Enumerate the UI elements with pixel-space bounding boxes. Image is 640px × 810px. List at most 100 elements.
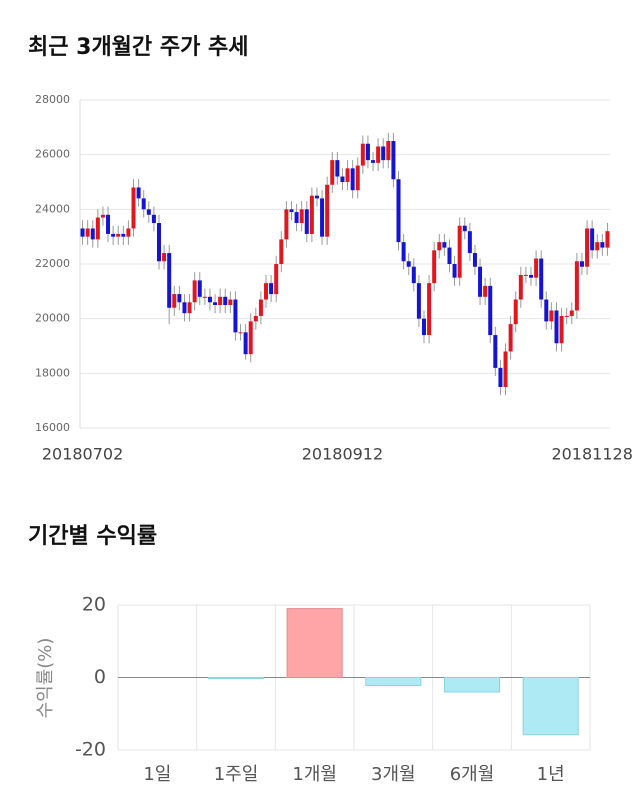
candle-body: [264, 283, 269, 300]
candle-body: [569, 310, 574, 316]
candle-body: [156, 223, 161, 262]
candle-body: [207, 296, 212, 303]
chart-title: 기간별 수익률: [28, 524, 157, 549]
y-tick-label: 0: [94, 666, 106, 688]
candle-body: [483, 285, 488, 297]
y-tick-label: 18000: [35, 366, 70, 379]
candle-body: [549, 310, 554, 322]
candle-body: [421, 318, 426, 336]
candle-body: [187, 302, 192, 314]
y-tick-label: 20: [82, 594, 106, 616]
candle-body: [320, 198, 325, 237]
candle-body: [309, 195, 314, 234]
candle-body: [197, 280, 202, 297]
x-tick-label: 20180702: [42, 445, 123, 464]
candle-body: [442, 242, 447, 248]
candle-body: [503, 351, 508, 387]
candle-body: [172, 294, 177, 308]
candle-body: [279, 239, 284, 264]
x-tick-label: 20180912: [302, 445, 383, 464]
bar: [522, 677, 579, 736]
candle-body: [416, 283, 421, 319]
candle-body: [126, 228, 131, 237]
candle-body: [432, 250, 437, 284]
candle-body: [447, 247, 452, 264]
candle-body: [590, 228, 595, 251]
candle-body: [523, 274, 528, 276]
candle-body: [274, 264, 279, 295]
y-tick-label: 20000: [35, 312, 70, 325]
x-tick-label: 20181128: [551, 445, 632, 464]
candle-body: [585, 228, 590, 267]
x-tick-label: 1개월: [292, 764, 337, 785]
candle-body: [248, 321, 253, 355]
candle-body: [595, 242, 600, 251]
candle-body: [360, 143, 365, 166]
candle-body: [228, 299, 233, 305]
candle-body: [401, 242, 406, 262]
candle-body: [498, 367, 503, 387]
y-tick-label: 22000: [35, 257, 70, 270]
candle-body: [335, 160, 340, 177]
x-tick-label: 1일: [143, 764, 171, 785]
candle-body: [151, 214, 156, 223]
y-axis-label: 수익률(%): [35, 638, 56, 719]
candle-body: [574, 261, 579, 311]
candle-body: [177, 294, 182, 303]
x-tick-label: 1주일: [214, 764, 259, 785]
bar: [365, 677, 422, 686]
candle-body: [365, 143, 370, 161]
y-tick-label: -20: [75, 739, 106, 761]
candle-body: [411, 266, 416, 284]
chart-title: 최근 3개월간 주가 추세: [28, 35, 248, 60]
candle-body: [564, 315, 569, 317]
candle-body: [233, 299, 238, 333]
y-tick-label: 26000: [35, 148, 70, 161]
candle-body: [299, 209, 304, 223]
candle-body: [330, 160, 335, 185]
candle-body: [223, 296, 228, 305]
candle-body: [350, 168, 355, 191]
x-tick-label: 6개월: [450, 764, 495, 785]
candle-body: [406, 261, 411, 267]
candle-body: [391, 141, 396, 180]
candle-body: [427, 283, 432, 336]
candle-body: [539, 258, 544, 300]
candle-body: [559, 315, 564, 344]
candle-body: [100, 214, 105, 218]
candle-body: [131, 187, 136, 229]
candle-body: [600, 242, 605, 248]
candle-body: [493, 335, 498, 368]
candle-body: [529, 274, 534, 278]
candle-body: [544, 299, 549, 322]
candle-body: [340, 176, 345, 182]
candle-body: [462, 225, 467, 232]
candle-body: [396, 179, 401, 243]
candle-body: [325, 184, 330, 237]
candle-body: [218, 296, 223, 305]
candle-body: [518, 274, 523, 300]
candle-body: [213, 302, 218, 305]
candle-body: [258, 299, 263, 316]
candle-body: [80, 228, 85, 237]
candle-body: [488, 285, 493, 336]
candle-body: [116, 233, 121, 237]
candle-body: [106, 214, 111, 234]
candle-body: [202, 296, 207, 298]
candle-body: [605, 231, 610, 248]
candle-body: [376, 146, 381, 163]
candle-body: [192, 280, 197, 303]
candle-body: [467, 231, 472, 254]
candle-body: [513, 299, 518, 325]
candle-body: [111, 233, 116, 237]
candle-body: [289, 209, 294, 213]
candle-body: [437, 242, 442, 251]
candle-body: [386, 141, 391, 161]
candle-body: [238, 332, 243, 334]
candle-body: [167, 253, 172, 308]
candle-body: [136, 187, 141, 199]
candle-body: [253, 315, 258, 322]
candle-body: [478, 266, 483, 297]
candle-body: [371, 160, 376, 163]
